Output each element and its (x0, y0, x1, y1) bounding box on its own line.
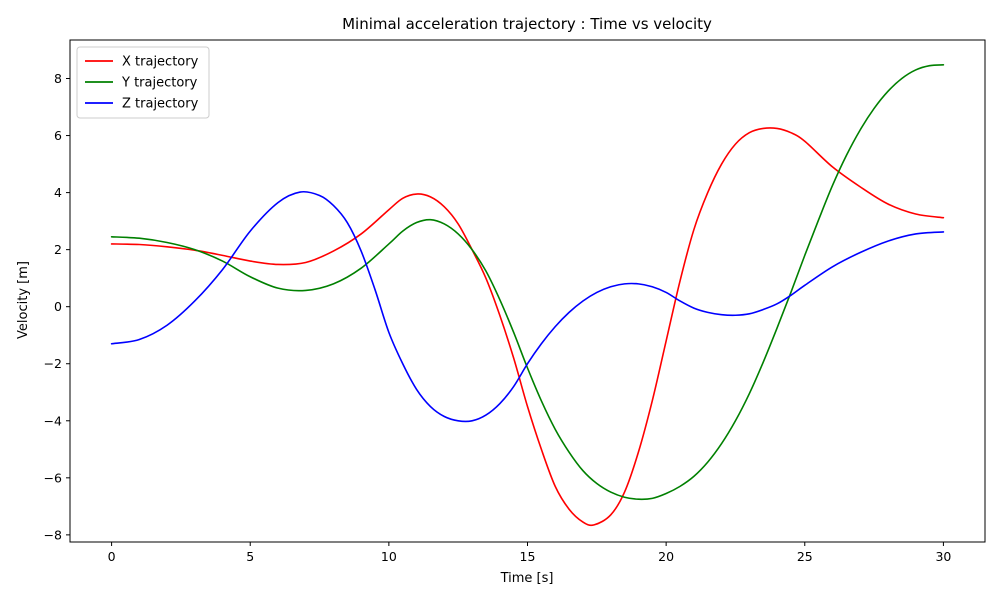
series-line-x-trajectory (110, 127, 945, 527)
series-line-z-trajectory (110, 190, 945, 423)
x-tick-label: 15 (520, 549, 536, 564)
y-tick-label: 0 (54, 299, 62, 314)
y-tick-label: 8 (54, 71, 62, 86)
x-tick-label: 30 (935, 549, 951, 564)
y-tick-label: −4 (44, 413, 62, 428)
legend-label-z-trajectory: Z trajectory (122, 97, 199, 112)
chart-title: Minimal acceleration trajectory : Time v… (342, 15, 712, 33)
legend-box (76, 46, 210, 119)
y-tick-label: 2 (54, 242, 62, 257)
y-tick-label: −2 (44, 356, 62, 371)
y-tick-label: −8 (44, 527, 62, 542)
x-tick-label: 25 (797, 549, 813, 564)
legend: X trajectory Y trajectory Z trajectory (76, 46, 210, 119)
y-axis-label: Velocity [m] (16, 261, 31, 339)
x-axis: 0 5 10 15 20 25 30 (108, 542, 951, 564)
y-tick-label: 6 (54, 128, 62, 143)
y-tick-label: −6 (44, 470, 62, 485)
x-axis-label: Time [s] (500, 571, 554, 586)
x-tick-label: 20 (658, 549, 674, 564)
x-tick-label: 0 (108, 549, 116, 564)
series-line-y-trajectory (110, 64, 945, 501)
legend-label-x-trajectory: X trajectory (122, 55, 199, 70)
legend-label-y-trajectory: Y trajectory (121, 76, 198, 91)
x-tick-label: 5 (246, 549, 254, 564)
y-tick-label: 4 (54, 185, 62, 200)
x-tick-label: 10 (381, 549, 397, 564)
y-axis: −8 −6 −4 −2 0 2 4 6 8 (44, 71, 70, 542)
